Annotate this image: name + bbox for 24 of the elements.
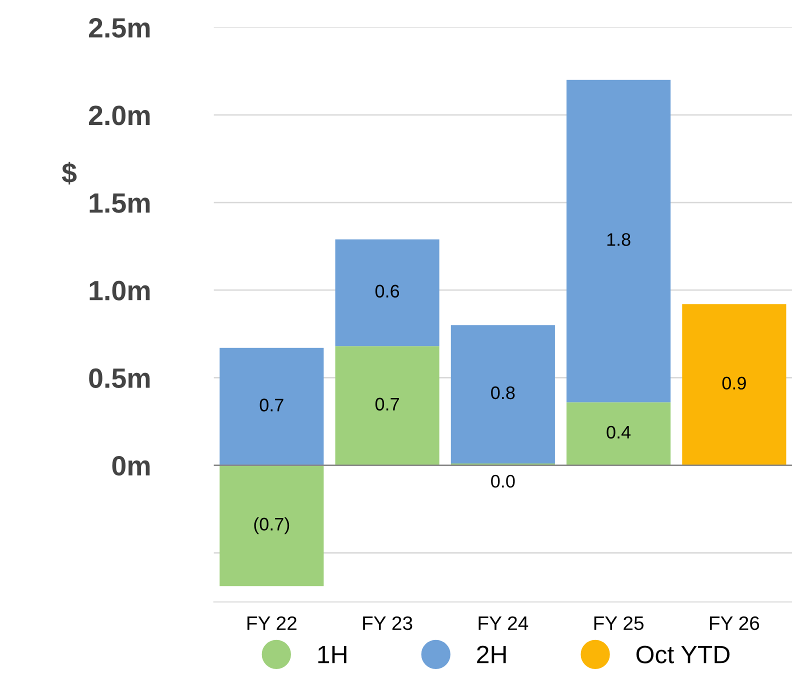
data-label: 0.7 [260,398,284,412]
x-tick-label: FY 24 [478,616,528,630]
y-tick-label: 1.5m [90,193,150,213]
x-tick-label: FY 26 [710,616,760,630]
y-tick-label: 2.5m [88,18,150,38]
legend-label: 1H [318,646,346,664]
data-label: 0.4 [606,426,631,439]
y-tick-label: 1.0m [90,280,150,300]
data-label: 0.8 [491,386,515,400]
data-label: 0.0 [491,474,515,488]
x-tick-label: FY 22 [247,616,296,630]
data-label: 0.9 [722,376,746,390]
legend-label: 2H [477,646,506,664]
y-tick-label: 2.0m [88,106,150,126]
x-tick-label: FY 25 [594,616,644,630]
data-label: 1.8 [607,233,630,246]
data-label: 0.6 [375,284,400,298]
y-tick-label: 0m [112,456,150,476]
data-label: 0.7 [375,398,399,411]
y-tick-label: 0.5m [89,368,150,388]
legend-label: Oct YTD [636,646,730,664]
y-axis-title: $ [62,162,77,185]
x-tick-label: FY 23 [363,616,412,630]
data-label: (0.7) [254,517,290,534]
